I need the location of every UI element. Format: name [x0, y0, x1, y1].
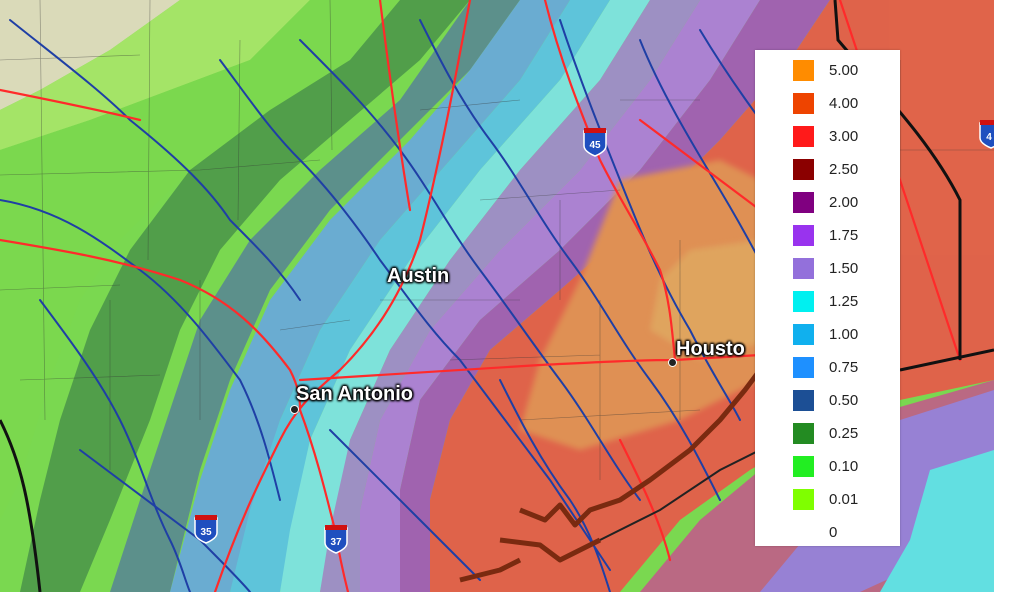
legend-swatch: [793, 93, 814, 114]
legend-swatch: [793, 357, 814, 378]
interstate-35-road: [213, 0, 472, 592]
us-highway-road: [0, 0, 762, 562]
county-lines: [0, 0, 994, 480]
band-025: [20, 0, 470, 592]
legend-swatch: [793, 192, 814, 213]
band-0: [0, 0, 180, 110]
legend-label: 4.00: [829, 95, 859, 112]
legend-item: 1.00: [793, 318, 903, 351]
map-right-edge: [994, 0, 1024, 592]
legend-swatch: [793, 324, 814, 345]
band-100: [230, 0, 610, 592]
interstate-45-road: [543, 0, 677, 362]
interstate-45-shield: 45: [583, 128, 607, 157]
interstate-37-shield: 37: [324, 525, 348, 554]
legend-label: 5.00: [829, 62, 859, 79]
interstate-35-label: 35: [200, 527, 212, 538]
interstate-4x-shield: 4: [979, 120, 994, 149]
city-label-san-antonio: San Antonio: [296, 383, 414, 405]
city-label-houston: Housto: [676, 338, 745, 360]
legend-label: 1.50: [829, 260, 859, 277]
rainfall-legend: 5.00 4.00 3.00 2.50 2.00 1.75 1.50 1.25 1.00 0.75…: [755, 50, 900, 546]
legend-label: 1.75: [829, 227, 859, 244]
legend-swatch: [793, 159, 814, 180]
band-001: [0, 0, 310, 150]
legend-label: 0.50: [829, 392, 859, 409]
san-antonio-dot: [290, 405, 299, 414]
legend-item: 1.50: [793, 252, 903, 285]
legend-swatch: [793, 291, 814, 312]
legend-swatch: [793, 522, 814, 543]
legend-item: 1.75: [793, 219, 903, 252]
houston-dot: [668, 358, 677, 367]
interstate-35-shield: 35: [194, 515, 218, 544]
legend-label: 0.10: [829, 458, 859, 475]
coastline: [459, 368, 762, 583]
band-010-west: [0, 0, 400, 520]
interstate-10-road: [0, 238, 762, 412]
band-150: [320, 0, 700, 592]
legend-swatch: [793, 126, 814, 147]
legend-item: 5.00: [793, 54, 903, 87]
legend-swatch: [793, 456, 814, 477]
legend-label: 2.00: [829, 194, 859, 211]
legend-label: 0.01: [829, 491, 859, 508]
interstate-4x-label: 4: [986, 132, 992, 143]
interstate-shields: 45 35 37 4: [194, 120, 994, 554]
legend-item: 2.00: [793, 186, 903, 219]
legend-label: 1.00: [829, 326, 859, 343]
city-label-austin: Austin: [387, 265, 450, 287]
legend-label: 3.00: [829, 128, 859, 145]
legend-item: 0.25: [793, 417, 903, 450]
legend-item: 0.75: [793, 351, 903, 384]
legend-swatch: [793, 258, 814, 279]
legend-label: 1.25: [829, 293, 859, 310]
legend-item: 0.01: [793, 483, 903, 516]
legend-item: 4.00: [793, 87, 903, 120]
legend-label: 0.75: [829, 359, 859, 376]
legend-label: 2.50: [829, 161, 859, 178]
legend-swatch: [793, 489, 814, 510]
band-050: [110, 0, 520, 592]
legend-swatch: [793, 225, 814, 246]
legend-item: 0: [793, 516, 903, 549]
legend-label: 0.25: [829, 425, 859, 442]
band-gulf-cyan: [880, 450, 994, 592]
legend-item: 0.10: [793, 450, 903, 483]
legend-swatch: [793, 390, 814, 411]
legend-item: 3.00: [793, 120, 903, 153]
legend-swatch: [793, 60, 814, 81]
interstate-45-label: 45: [589, 140, 601, 151]
interstate-37-label: 37: [330, 537, 342, 548]
legend-label: 0: [829, 524, 838, 541]
legend-item: 1.25: [793, 285, 903, 318]
interstate-37-road: [298, 408, 350, 592]
legend-swatch: [793, 423, 814, 444]
legend-item: 2.50: [793, 153, 903, 186]
legend-item: 0.50: [793, 384, 903, 417]
band-075: [170, 0, 570, 592]
